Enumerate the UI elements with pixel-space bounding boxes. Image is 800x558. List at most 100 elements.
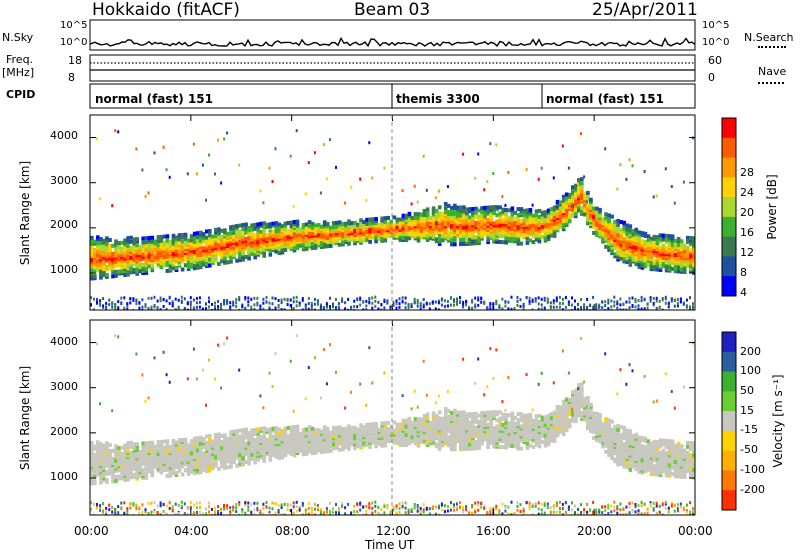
power-echo-cell: [238, 224, 242, 228]
velocity-near-range-cell: [338, 507, 340, 510]
power-near-range-cell: [314, 303, 316, 306]
velocity-near-range-cell: [105, 511, 107, 514]
velocity-near-range-cell: [284, 503, 286, 506]
power-echo-cell: [247, 257, 251, 261]
velocity-near-range-cell: [96, 503, 98, 506]
power-near-range-cell: [117, 306, 119, 309]
power-echo-cell: [495, 232, 499, 236]
power-scatter-cell: [359, 178, 361, 181]
power-near-range-cell: [647, 302, 649, 305]
velocity-near-range-cell: [190, 501, 192, 504]
power-echo-cell: [471, 240, 475, 244]
power-near-range-cell: [465, 303, 467, 306]
power-near-range-cell: [102, 304, 104, 307]
power-near-range-cell: [281, 301, 283, 304]
power-near-range-cell: [141, 306, 143, 309]
velocity-near-range-cell: [235, 510, 237, 513]
power-echo-cell: [214, 242, 218, 246]
velocity-near-range-cell: [399, 507, 401, 510]
power-echo-cell: [423, 217, 427, 221]
power-echo-cell: [504, 212, 508, 216]
power-scatter-cell: [272, 180, 274, 183]
velocity-near-range-cell: [214, 510, 216, 513]
power-echo-cell: [616, 227, 620, 231]
power-echo-cell: [190, 242, 194, 246]
velocity-near-range-cell: [157, 505, 159, 508]
velocity-near-range-cell: [272, 502, 274, 505]
velocity-near-range-cell: [102, 502, 104, 505]
velocity-near-range-cell: [353, 510, 355, 513]
velocity-near-range-cell: [235, 506, 237, 509]
power-scatter-cell: [135, 148, 137, 151]
power-near-range-cell: [272, 302, 274, 305]
velocity-near-range-cell: [157, 511, 159, 514]
power-echo-cell: [338, 220, 342, 224]
velocity-scatter-cell: [154, 356, 156, 359]
power-near-range-cell: [517, 304, 519, 307]
power-echo-cell: [529, 208, 533, 212]
power-echo-cell: [350, 235, 354, 239]
velocity-echo-cell: [208, 434, 212, 438]
velocity-echo-cell: [214, 447, 218, 451]
power-near-range-cell: [414, 301, 416, 304]
velocity-scatter-cell: [214, 378, 216, 381]
power-echo-cell: [580, 206, 584, 210]
velocity-near-range-cell: [217, 510, 219, 513]
power-scatter-cell: [526, 168, 528, 171]
velocity-echo-cell: [181, 473, 185, 477]
power-scatter-cell: [205, 199, 207, 202]
velocity-echo-cell: [190, 439, 194, 443]
velocity-echo-cell: [374, 440, 378, 444]
velocity-near-range-cell: [359, 509, 361, 512]
power-echo-cell: [616, 239, 620, 243]
velocity-near-range-cell: [405, 507, 407, 510]
velocity-near-range-cell: [287, 503, 289, 506]
velocity-near-range-cell: [402, 501, 404, 504]
power-near-range-cell: [266, 300, 268, 303]
power-near-range-cell: [341, 300, 343, 303]
velocity-scatter-cell: [114, 334, 116, 337]
velocity-near-range-cell: [308, 507, 310, 510]
power-echo-cell: [129, 270, 133, 274]
power-echo-cell: [129, 240, 133, 244]
power-near-range-cell: [199, 296, 201, 299]
power-near-range-cell: [635, 298, 637, 301]
power-near-range-cell: [550, 301, 552, 304]
velocity-near-range-cell: [99, 507, 101, 510]
power-scatter-cell: [269, 167, 271, 170]
power-echo-cell: [350, 221, 354, 225]
power-near-range-cell: [223, 303, 225, 306]
power-echo-cell: [151, 264, 155, 268]
velocity-echo-cell: [151, 441, 155, 445]
power-echo-cell: [154, 240, 158, 244]
power-echo-cell: [362, 236, 366, 240]
velocity-echo-cell: [287, 426, 291, 430]
power-near-range-cell: [208, 306, 210, 309]
power-scatter-cell: [238, 164, 240, 167]
power-echo-cell: [671, 234, 675, 238]
power-echo-cell: [190, 257, 194, 261]
velocity-near-range-cell: [368, 502, 370, 505]
power-scatter-cell: [217, 139, 219, 142]
velocity-near-range-cell: [117, 505, 119, 508]
power-near-range-cell: [308, 302, 310, 305]
power-echo-cell: [650, 237, 654, 241]
velocity-near-range-cell: [269, 507, 271, 510]
power-scatter-cell: [629, 158, 631, 161]
velocity-scatter-cell: [259, 394, 261, 397]
power-near-range-cell: [447, 305, 449, 308]
power-near-range-cell: [504, 305, 506, 308]
velocity-echo-cell: [269, 458, 273, 462]
power-echo-cell: [141, 241, 145, 245]
power-near-range-cell: [565, 296, 567, 299]
power-near-range-cell: [613, 296, 615, 299]
velocity-echo-cell: [214, 433, 218, 437]
power-near-range-cell: [256, 303, 258, 306]
velocity-echo-cell: [390, 425, 394, 429]
power-scatter-cell: [148, 191, 150, 194]
power-near-range-cell: [450, 296, 452, 299]
power-echo-cell: [399, 218, 403, 222]
velocity-near-range-cell: [314, 503, 316, 506]
power-near-range-cell: [686, 299, 688, 302]
velocity-near-range-cell: [296, 509, 298, 512]
